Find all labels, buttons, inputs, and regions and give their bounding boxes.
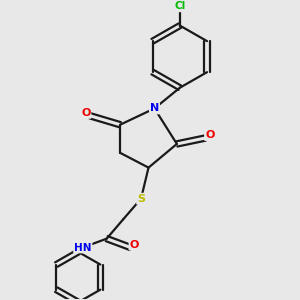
Text: N: N [150,103,159,113]
Text: Cl: Cl [174,1,185,11]
Text: S: S [137,194,145,204]
Text: O: O [130,240,139,250]
Text: O: O [205,130,214,140]
Text: HN: HN [74,242,92,253]
Text: O: O [81,108,91,118]
